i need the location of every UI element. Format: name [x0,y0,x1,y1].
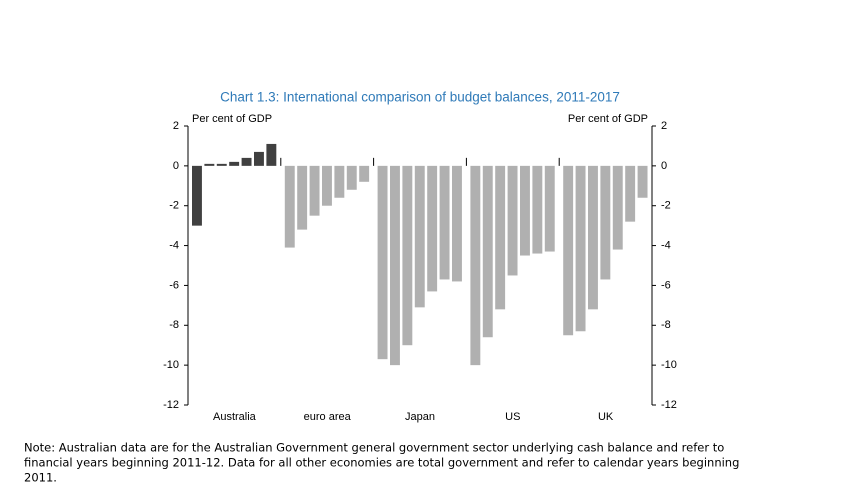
note: Note: Australian data are for the Austra… [24,441,724,455]
x-tick-label: Australia [213,411,257,423]
bar [241,157,252,166]
bar [588,165,598,310]
note: 2011. [24,471,57,485]
y2-tick-label: -10 [661,359,677,371]
bar [482,165,493,338]
y2-tick-label: 0 [661,160,667,172]
bar [507,165,518,276]
bar [216,163,227,166]
y2-tick-label: -4 [661,239,671,251]
bar [575,165,586,332]
bar [204,163,215,166]
bar [612,165,623,250]
bar [625,165,636,222]
bar [322,165,332,206]
bar [402,165,413,346]
y-tick-label: -6 [169,279,179,291]
y-tick-label: -8 [169,319,179,331]
y-tick-label: 0 [173,160,179,172]
bar [229,161,240,166]
chart-title: Chart 1.3: International comparison of b… [220,90,620,105]
y2-tick-label: -6 [661,279,671,291]
y-tick-label: -12 [163,399,179,411]
x-tick-label: UK [598,411,614,423]
bar [427,165,438,292]
bar [495,165,506,310]
x-tick-label: US [505,411,520,423]
bar [254,151,264,166]
y-tick-label: -10 [163,359,179,371]
y-tick-label: 2 [173,120,179,132]
y-axis-label: Per cent of GDP [192,113,272,125]
y2-tick-label: -12 [661,399,677,411]
y2-tick-label: -8 [661,319,671,331]
bar [346,165,357,190]
y2-tick-label: 2 [661,120,667,132]
bar [544,165,555,252]
bar [377,165,388,360]
bar [439,165,450,280]
x-tick-label: Japan [405,411,435,423]
bar [266,143,277,166]
bar [414,165,425,308]
y-tick-label: -4 [169,239,179,251]
x-tick-label: euro area [304,411,352,423]
y-tick-label: -2 [169,200,179,212]
bar [520,165,530,256]
bar [334,165,345,198]
bar [637,165,648,198]
note: financial years beginning 2011-12. Data … [24,456,739,470]
y2-tick-label: -2 [661,200,671,212]
bar [390,165,400,366]
bar [452,165,462,282]
bar [309,165,320,216]
bar [470,165,481,366]
bar [297,165,308,230]
bar [359,165,370,182]
bar [192,165,202,226]
bar [563,165,574,336]
y2-axis-label: Per cent of GDP [568,113,648,125]
bar [600,165,611,280]
bar [532,165,543,254]
bar [284,165,295,248]
